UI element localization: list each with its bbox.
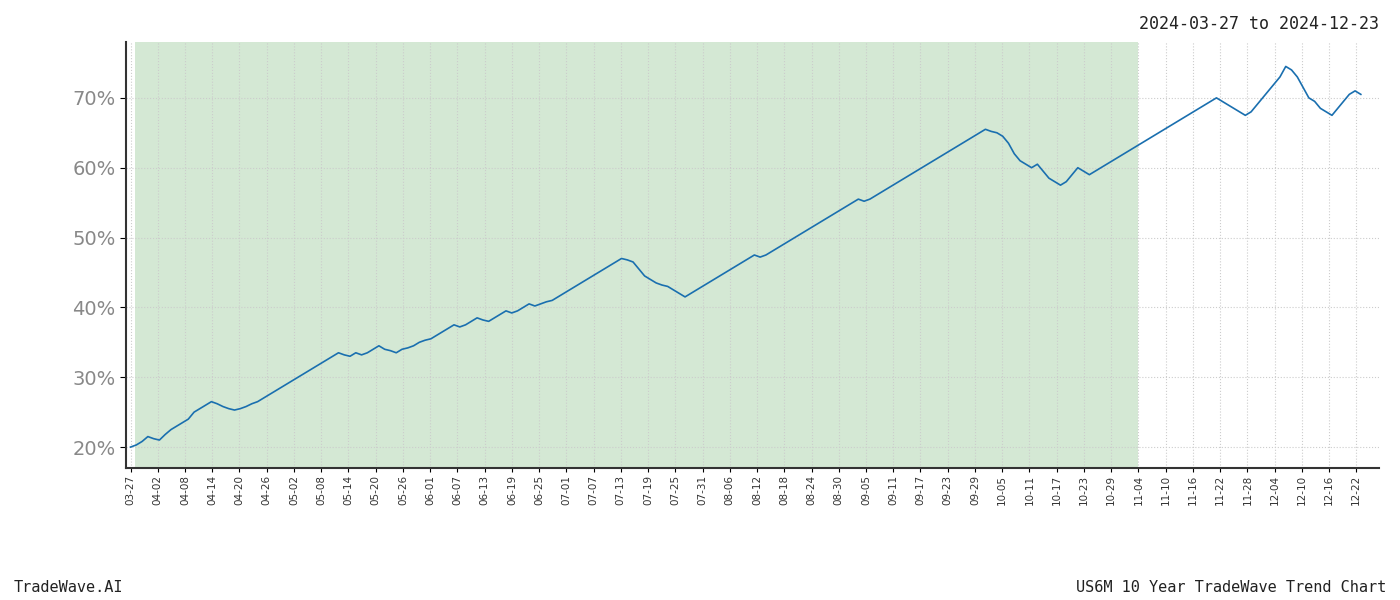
Bar xyxy=(134,42,1138,468)
Text: US6M 10 Year TradeWave Trend Chart: US6M 10 Year TradeWave Trend Chart xyxy=(1075,580,1386,595)
Text: TradeWave.AI: TradeWave.AI xyxy=(14,580,123,595)
Text: 2024-03-27 to 2024-12-23: 2024-03-27 to 2024-12-23 xyxy=(1140,15,1379,33)
